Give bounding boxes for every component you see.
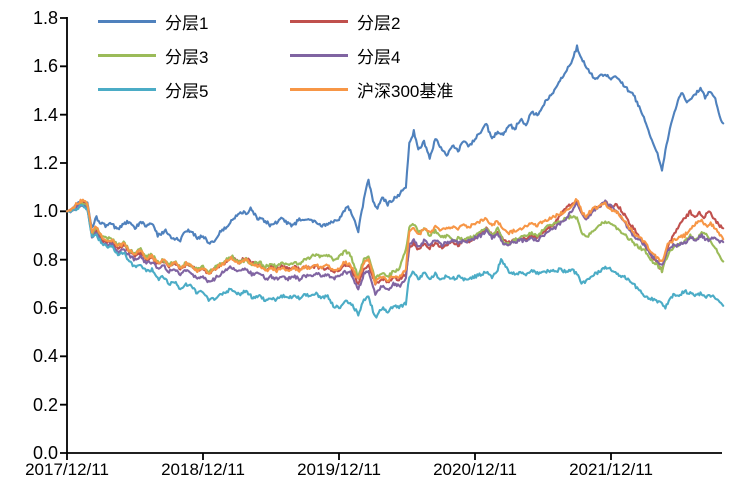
legend-line-swatch <box>290 87 348 91</box>
legend-line-swatch <box>98 87 156 91</box>
y-tick-label: 0.8 <box>32 249 58 270</box>
legend-item: 分层2 <box>290 9 570 34</box>
y-tick-label: 1.0 <box>32 201 58 222</box>
y-tick-label: 1.4 <box>32 104 58 125</box>
legend-label: 分层2 <box>357 13 401 33</box>
legend-label: 分层5 <box>165 81 209 101</box>
series-line-tier-4 <box>65 199 725 296</box>
x-tick-label: 2019/12/11 <box>297 460 381 479</box>
series-line-tier-5 <box>65 203 725 319</box>
x-tick-label: 2018/12/11 <box>161 460 245 479</box>
legend: 分层1 分层2 分层3 分层4 分层5 沪深300基准 <box>98 4 570 106</box>
legend-label: 分层1 <box>165 13 209 33</box>
y-tick-label: 0.2 <box>32 394 58 415</box>
legend-item: 分层1 <box>98 9 290 34</box>
x-tick-label: 2020/12/11 <box>433 460 517 479</box>
legend-line-swatch <box>290 53 348 57</box>
legend-item: 分层3 <box>98 43 290 68</box>
y-tick-label: 0.4 <box>32 346 58 367</box>
legend-label: 沪深300基准 <box>357 81 454 101</box>
x-tick-label: 2017/12/11 <box>25 460 109 479</box>
legend-label: 分层4 <box>357 47 401 67</box>
y-tick-label: 0.0 <box>32 443 58 463</box>
x-tick-label: 2021/12/11 <box>569 460 653 479</box>
legend-item: 沪深300基准 <box>290 77 570 102</box>
y-tick-label: 1.2 <box>32 153 58 173</box>
y-tick-label: 0.6 <box>32 298 58 318</box>
legend-line-swatch <box>98 53 156 57</box>
legend-item: 分层4 <box>290 43 570 68</box>
y-tick-label: 1.6 <box>32 56 58 77</box>
series-line-tier-1 <box>65 44 725 245</box>
legend-line-swatch <box>290 19 348 23</box>
legend-line-swatch <box>98 19 156 23</box>
legend-item: 分层5 <box>98 77 290 102</box>
series-line-benchmark-hs300 <box>65 198 725 285</box>
y-tick-label: 1.8 <box>32 8 58 28</box>
axes <box>60 17 722 460</box>
legend-label: 分层3 <box>165 47 209 67</box>
